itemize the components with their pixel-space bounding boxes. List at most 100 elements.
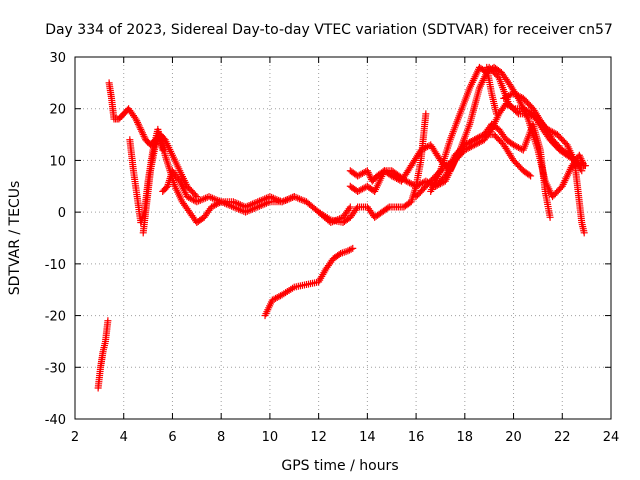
data-point [364,168,372,176]
data-point [186,194,194,202]
data-point [409,181,417,189]
data-point [135,122,143,130]
data-point [414,181,422,189]
data-point [175,175,183,183]
data-point [151,141,159,149]
data-point [133,117,141,125]
data-point [268,296,276,304]
data-point [136,124,144,132]
data-point [190,196,198,204]
x-tick-label: 14 [359,430,376,445]
data-point [389,173,397,181]
data-point [209,202,217,210]
data-point [422,144,430,151]
y-tick-label: -10 [45,258,66,273]
data-point [345,205,353,213]
data-point [464,139,472,147]
data-point [516,93,524,101]
data-point [138,129,146,137]
data-point [580,162,588,170]
data-point [569,155,577,163]
data-point [275,293,283,301]
x-axis-label: GPS time / hours [281,458,398,474]
data-point [578,156,586,164]
y-axis-label: SDTVAR / TECUs [7,181,23,296]
x-tick-label: 24 [603,430,620,445]
data-point [417,146,425,154]
data-point [580,229,588,237]
series-s6 [261,244,357,320]
data-point [134,119,142,127]
data-point [510,89,518,97]
data-point [508,104,516,112]
data-point [525,171,533,179]
data-point [461,141,469,149]
data-point [466,138,474,146]
data-point [511,142,519,150]
data-point [471,136,479,144]
data-point [514,92,522,100]
data-point [207,203,215,211]
data-point [272,294,280,302]
data-point [388,172,396,180]
plot-frame [74,56,612,420]
x-tick-label: 6 [168,430,176,445]
data-point [477,132,485,140]
data-point [469,137,477,145]
grid-lines [75,57,611,419]
data-point [349,244,357,252]
y-tick-label: 10 [49,154,66,169]
data-point [352,205,360,213]
series-s2 [105,79,201,201]
data-point [273,293,281,301]
data-point [419,145,427,153]
y-tick-label: 0 [58,206,66,221]
data-point [354,172,362,180]
data-point [492,110,500,118]
data-point [347,245,355,253]
series-s4 [139,131,298,237]
data-point [546,213,554,221]
data-point [137,125,145,133]
data-point [138,127,146,135]
data-point [417,180,425,188]
data-point [344,247,352,255]
data-point [579,158,587,166]
data-point [505,92,513,100]
data-point [360,184,368,192]
y-tick-label: -20 [45,310,66,325]
data-point [506,91,514,99]
data-point [185,193,193,201]
series-s1 [94,317,112,392]
data-point [270,295,278,303]
data-point [474,134,482,142]
data-point [366,172,374,180]
y-tick-label: 20 [49,103,66,118]
data-point [419,179,427,187]
data-point [335,251,343,259]
data-point [354,187,362,195]
x-tick-label: 4 [120,430,128,445]
data-point [503,93,511,101]
data-point [134,120,142,128]
x-tick-label: 22 [554,430,571,445]
data-point [550,129,558,137]
series-s7 [315,110,430,226]
chart-title: Day 334 of 2023, Sidereal Day-to-day VTE… [45,22,613,38]
data-point [357,170,365,178]
data-point [576,153,584,161]
series-s11 [427,63,588,201]
data-point [358,169,366,177]
x-tick-label: 10 [262,430,279,445]
data-point [406,179,414,187]
data-point [139,131,147,139]
x-tick-label: 2 [71,430,79,445]
x-tick-label: 16 [408,430,425,445]
data-point [577,155,585,163]
data-point [475,133,483,141]
data-point [391,174,399,182]
data-point [140,132,148,140]
data-point [527,172,535,180]
